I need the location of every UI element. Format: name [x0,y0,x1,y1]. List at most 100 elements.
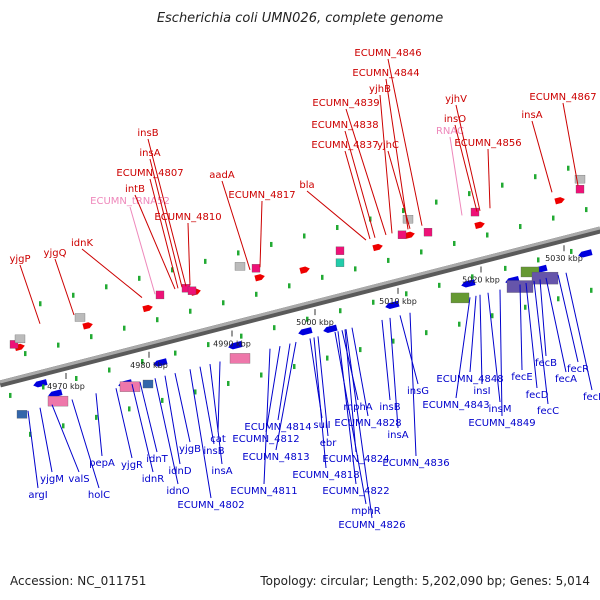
label-leader-line [134,194,176,290]
feature-tick [339,308,342,314]
gene-label-ecumn_4813: ECUMN_4813 [242,452,309,463]
feature-tick [458,321,461,327]
tick-label: 4970 kbp [47,382,85,391]
gene-label-yjhc: yjhC [377,140,399,151]
label-leader-line [545,277,567,373]
gene-label-fecb: fecB [535,358,557,369]
label-leader-line [317,336,329,437]
gene-label-ecumn_4822: ECUMN_4822 [322,486,389,497]
feature-tick [486,232,489,238]
accession-text: Accession: NC_011751 [10,574,146,588]
feature-tick [24,351,27,357]
feature-tick [491,313,494,319]
feature-tick [222,300,225,306]
forward-gene-arrow [554,197,565,205]
feature-tick [293,364,296,370]
label-leader-line [455,104,481,211]
gene-label-fecc: fecC [537,406,559,417]
feature-tick [387,257,390,263]
label-leader-line [71,399,100,489]
label-leader-line [209,364,223,465]
forward-gene-arrow [404,231,415,239]
feature-tick [260,372,263,378]
gene-label-ecumn_4828: ECUMN_4828 [334,418,401,429]
feature-tick [288,283,291,289]
feature-box [16,410,28,419]
reverse-gene-arrow [228,341,243,350]
feature-tick [270,241,273,247]
gene-label-yjgm: yjgM [40,474,64,485]
gene-label-mpha: mphA [343,402,372,413]
gene-label-ebr: ebr [320,438,338,449]
feature-box [335,258,345,267]
label-leader-line [81,248,143,298]
gene-label-ecumn_trna52: ECUMN_tRNA52 [90,196,170,207]
label-leader-line [533,280,549,405]
label-leader-line [531,120,553,193]
gene-label-ecumn_4818: ECUMN_4818 [292,470,359,481]
label-leader-line [54,258,75,316]
feature-tick [524,304,527,310]
label-leader-line [149,178,179,289]
forward-gene-arrow [82,322,93,330]
feature-box [155,290,165,300]
feature-tick [240,333,243,339]
label-leader-line [341,330,359,401]
gene-label-insi: insI [473,386,490,397]
feature-tick [336,225,339,231]
label-leader-line [174,372,191,443]
gene-features [9,165,593,437]
reverse-gene-arrow [323,324,338,333]
label-leader-line [387,58,423,226]
gene-label-fecr: fecR [567,364,589,375]
gene-label-idnt: idnT [146,454,168,465]
feature-tick [156,317,159,323]
label-leader-line [344,130,376,238]
gene-label-ecumn_4846: ECUMN_4846 [354,48,421,59]
label-leader-line [265,346,281,433]
feature-tick [174,350,177,356]
map-title: Escherichia coli UMN026, complete genome [157,11,443,26]
label-leader-line [344,150,371,240]
gene-label-idnd: idnD [168,466,191,477]
label-leader-line [277,343,291,421]
feature-tick [392,338,395,344]
tick-label: 4990 kbp [213,339,251,348]
feature-tick [570,248,573,254]
gene-label-holc: holC [88,490,110,501]
label-leader-line [39,407,53,473]
gene-label-bla: bla [299,180,314,191]
label-leader-line [259,200,263,268]
feature-tick [171,267,174,273]
feature-box [234,262,246,271]
feature-tick [75,375,78,381]
feature-tick [90,334,93,340]
label-leader-line [379,94,393,234]
feature-tick [537,257,540,263]
label-leader-line [154,378,179,485]
feature-tick [194,389,197,395]
feature-tick [57,342,60,348]
feature-box [450,292,470,304]
feature-tick [95,414,98,420]
gene-label-yjhv: yjhV [445,94,467,105]
feature-tick [354,266,357,272]
gene-label-ecumn_4814: ECUMN_4814 [244,422,311,433]
reverse-gene-arrow [461,279,476,288]
gene-label-argi: argI [28,490,47,501]
label-leader-line [164,375,181,465]
feature-box [531,271,559,285]
label-leader-line [187,222,191,286]
feature-box [9,340,19,349]
label-leader-line [565,272,593,391]
feature-tick [138,275,141,281]
label-leader-line [337,331,357,485]
feature-tick [303,233,306,239]
forward-gene-arrow [299,266,310,274]
label-leader-line [381,319,391,401]
gene-label-ecumn_4843: ECUMN_4843 [422,400,489,411]
label-leader-line [539,279,547,357]
label-leader-line [344,329,357,453]
